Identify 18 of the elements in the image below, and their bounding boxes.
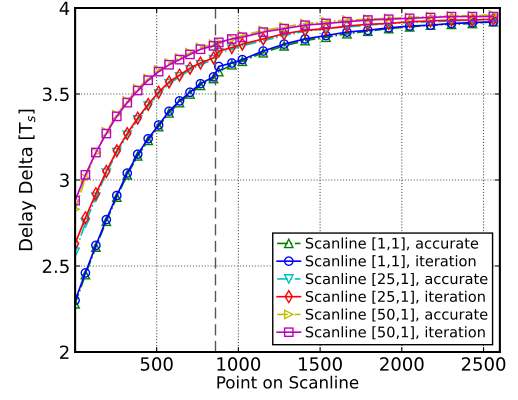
y-axis-title: Delay Delta [T$_{s}$] bbox=[18, 110, 36, 250]
x-tick-label: 2000 bbox=[380, 357, 424, 371]
legend-label: Scanline [25,1], iteration bbox=[306, 290, 485, 304]
legend-label: Scanline [1,1], accurate bbox=[306, 237, 478, 250]
y-tick-label: 3.5 bbox=[42, 87, 69, 102]
y-tick-label: 2 bbox=[60, 345, 68, 359]
x-axis-title: Point on Scanline bbox=[217, 376, 358, 389]
x-tick-label: 1000 bbox=[217, 357, 260, 371]
legend-label: Scanline [50,1], iteration bbox=[306, 326, 485, 340]
y-tick-label: 4 bbox=[60, 2, 70, 15]
legend-label: Scanline [25,1], accurate bbox=[306, 272, 488, 286]
y-tick-label: 2.5 bbox=[42, 259, 69, 274]
x-tick-label: 500 bbox=[140, 357, 173, 371]
x-tick-label: 1500 bbox=[299, 357, 342, 371]
x-tick-label: 2500 bbox=[462, 357, 506, 371]
legend-label: Scanline [1,1], iteration bbox=[306, 255, 476, 268]
y-tick-label: 3 bbox=[60, 173, 69, 188]
legend-label: Scanline [50,1], accurate bbox=[306, 308, 488, 322]
